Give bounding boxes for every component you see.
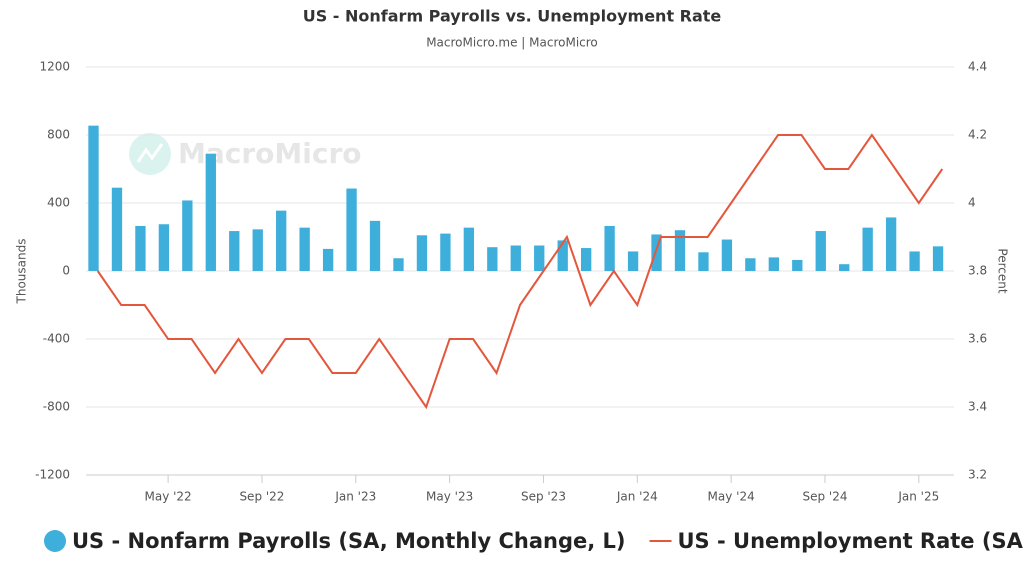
y2-axis-label: Percent (996, 248, 1010, 293)
bar (111, 187, 123, 271)
bar (88, 125, 99, 272)
bar (440, 233, 451, 271)
bar (909, 251, 920, 271)
bar (135, 225, 146, 271)
x-tick-label: Sep '24 (802, 490, 847, 504)
x-tick-label: May '23 (426, 490, 473, 504)
y2-tick-label: 3.2 (968, 468, 987, 482)
y-tick-label: -400 (43, 332, 70, 346)
bar (276, 210, 287, 271)
bar (205, 153, 216, 271)
bar (158, 224, 170, 271)
x-tick-label: May '22 (145, 490, 192, 504)
watermark: MacroMicro (178, 137, 362, 170)
bar (182, 200, 193, 271)
bar (534, 245, 545, 271)
chart-subtitle: MacroMicro.me | MacroMicro (426, 36, 598, 50)
bar (299, 227, 310, 271)
bar (792, 259, 803, 271)
x-tick-label: Jan '23 (334, 490, 376, 504)
y-tick-label: -800 (43, 400, 70, 414)
legend-label: US - Unemployment Rate (SA, R) (678, 529, 1024, 553)
bar (557, 240, 568, 271)
bar (745, 258, 756, 271)
y-tick-label: -1200 (35, 468, 70, 482)
legend-label: US - Nonfarm Payrolls (SA, Monthly Chang… (72, 529, 626, 553)
y2-tick-label: 3.6 (968, 332, 987, 346)
bar (627, 251, 639, 271)
y-tick-label: 0 (62, 264, 70, 278)
bar (604, 225, 615, 271)
bar (322, 248, 334, 271)
x-tick-label: Sep '23 (521, 490, 566, 504)
bar (674, 230, 686, 271)
y2-tick-label: 4.4 (968, 60, 987, 74)
bar (885, 217, 897, 271)
x-tick-label: May '24 (708, 490, 755, 504)
y2-tick-label: 3.8 (968, 264, 987, 278)
bar (698, 252, 709, 271)
y-tick-label: 800 (47, 128, 70, 142)
line (96, 133, 944, 410)
bar (580, 248, 592, 271)
x-tick-label: Jan '25 (897, 490, 939, 504)
bar (487, 247, 498, 271)
x-tick-label: Sep '22 (239, 490, 284, 504)
bar (815, 231, 826, 271)
bar (252, 229, 263, 271)
bar (721, 239, 733, 271)
watermark-logo (129, 133, 171, 175)
bar (768, 257, 779, 271)
x-tick-label: Jan '24 (616, 490, 658, 504)
y2-tick-label: 4 (968, 196, 976, 210)
bar (463, 227, 475, 271)
bar (393, 258, 404, 271)
y2-tick-label: 3.4 (968, 400, 987, 414)
y2-tick-label: 4.2 (968, 128, 987, 142)
bar (932, 246, 944, 271)
bar (510, 245, 521, 271)
bar (369, 220, 381, 271)
bar (416, 235, 428, 271)
bar (862, 227, 873, 271)
chart-title: US - Nonfarm Payrolls vs. Unemployment R… (303, 7, 722, 26)
bar (839, 264, 850, 271)
y-tick-label: 400 (47, 196, 70, 210)
y-axis-label: Thousands (15, 239, 29, 305)
y-tick-label: 1200 (39, 60, 70, 74)
bar (346, 188, 357, 271)
bar (229, 231, 240, 271)
legend-swatch (44, 530, 66, 552)
bar (651, 234, 662, 271)
